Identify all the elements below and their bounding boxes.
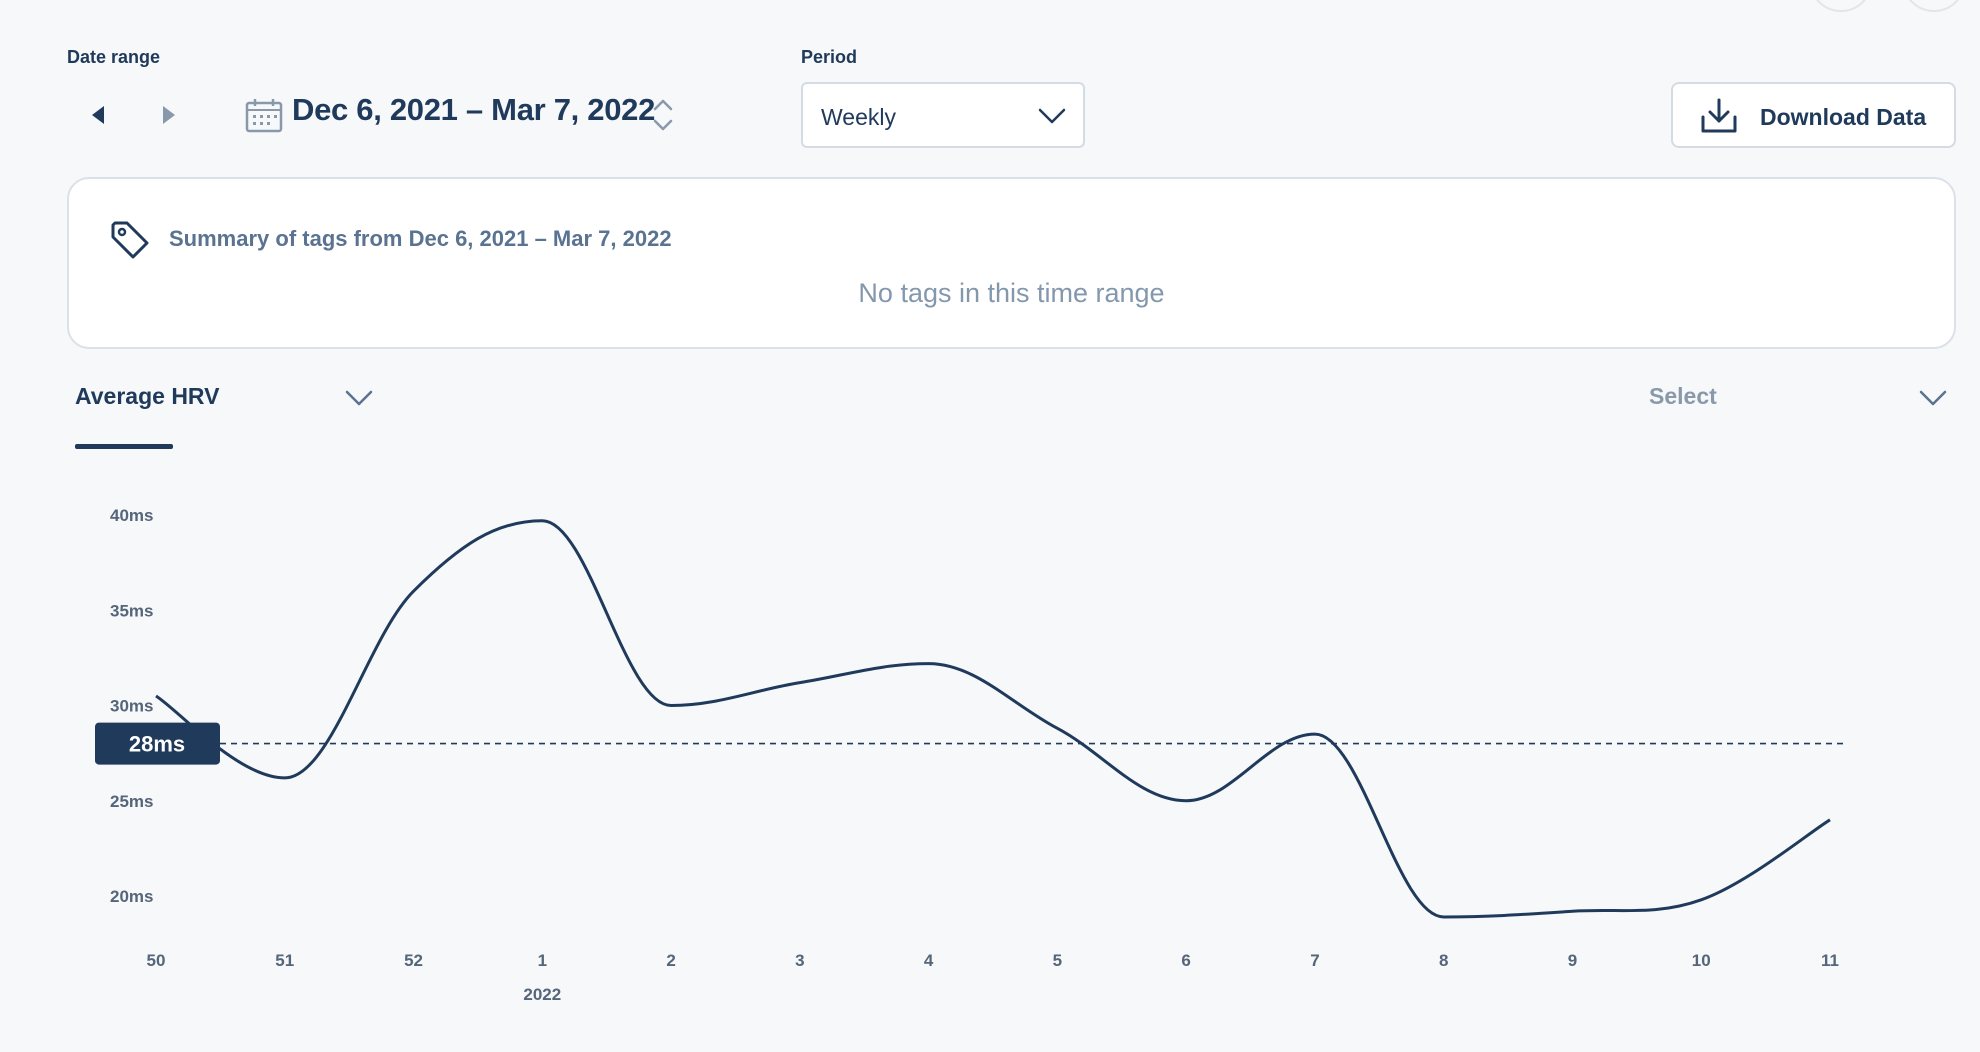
x-tick-label: 4 xyxy=(924,951,934,970)
metric-chevron-down-icon[interactable] xyxy=(344,388,374,408)
tags-empty-message: No tags in this time range xyxy=(858,278,1165,308)
hrv-series-line xyxy=(155,519,1831,919)
x-tick-label: 5 xyxy=(1053,951,1062,970)
average-badge: 28ms xyxy=(95,722,220,765)
period-label: Period xyxy=(801,47,858,67)
x-tick-label: 10 xyxy=(1692,951,1711,970)
metric-tab-average-hrv[interactable]: Average HRV xyxy=(75,383,220,409)
x-tick-label: 52 xyxy=(404,951,423,970)
date-range-label: Date range xyxy=(67,47,161,67)
y-tick-label: 40ms xyxy=(110,506,153,525)
calendar-icon[interactable] xyxy=(245,97,283,133)
x-tick-label: 50 xyxy=(147,951,166,970)
metric-tab-underline xyxy=(75,444,173,449)
tag-icon xyxy=(111,221,149,259)
next-range-button[interactable] xyxy=(149,95,189,135)
y-tick-label: 30ms xyxy=(110,697,153,716)
x-year-label: 2022 xyxy=(523,985,561,1004)
x-tick-label: 6 xyxy=(1181,951,1190,970)
x-tick-label: 51 xyxy=(275,951,294,970)
y-tick-label: 25ms xyxy=(110,792,153,811)
top-action-circle-2[interactable] xyxy=(1902,0,1966,12)
x-tick-label: 7 xyxy=(1310,951,1319,970)
tags-summary-title: Summary of tags from Dec 6, 2021 – Mar 7… xyxy=(169,226,672,251)
triangle-left-icon xyxy=(92,106,104,124)
period-select-value: Weekly xyxy=(821,104,896,130)
download-data-label: Download Data xyxy=(1760,104,1927,130)
y-tick-label: 20ms xyxy=(110,887,153,906)
y-tick-label: 35ms xyxy=(110,601,153,620)
period-select[interactable]: Weekly xyxy=(801,82,1085,148)
chevron-down-icon xyxy=(1038,108,1066,124)
tags-summary-card: Summary of tags from Dec 6, 2021 – Mar 7… xyxy=(67,177,1956,349)
triangle-right-icon xyxy=(163,106,175,124)
average-badge-label: 28ms xyxy=(129,732,185,757)
hrv-line-chart: 40ms 35ms 30ms 25ms 20ms 50 51 52 1 2 3 4 5 6 7 8 9 10 11… xyxy=(95,506,1845,1004)
compare-chevron-down-icon[interactable] xyxy=(1918,388,1948,408)
average-badge-background xyxy=(95,722,220,765)
x-tick-label: 11 xyxy=(1821,951,1839,970)
download-data-button[interactable]: Download Data xyxy=(1671,82,1956,148)
x-tick-label: 2 xyxy=(666,951,675,970)
compare-select[interactable]: Select xyxy=(1649,383,1717,409)
x-tick-label: 8 xyxy=(1439,951,1448,970)
x-tick-label: 3 xyxy=(795,951,804,970)
up-down-chevron-icon[interactable] xyxy=(652,96,674,134)
x-tick-label: 9 xyxy=(1568,951,1577,970)
previous-range-button[interactable] xyxy=(78,95,118,135)
date-range-value[interactable]: Dec 6, 2021 – Mar 7, 2022 xyxy=(292,92,656,127)
top-action-circle-1[interactable] xyxy=(1809,0,1873,12)
x-tick-label: 1 xyxy=(538,951,547,970)
download-icon xyxy=(1701,98,1737,133)
